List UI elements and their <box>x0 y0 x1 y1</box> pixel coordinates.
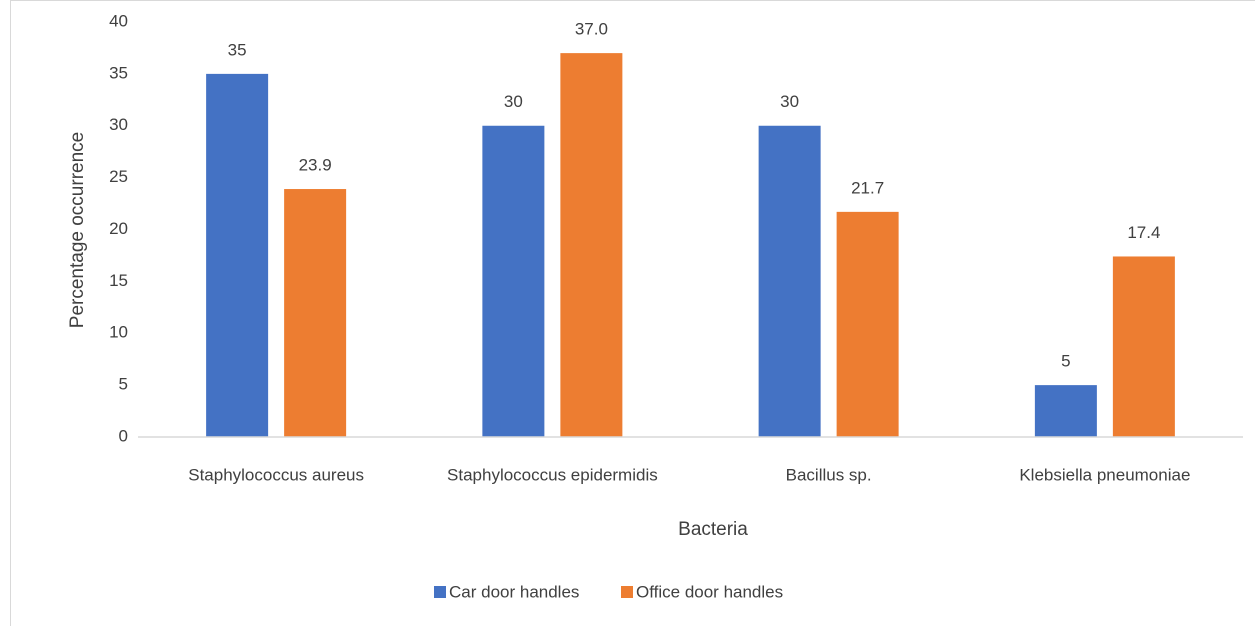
data-label: 37.0 <box>575 20 608 39</box>
data-label: 30 <box>504 92 523 111</box>
data-label: 30 <box>780 92 799 111</box>
bar <box>836 211 899 437</box>
legend-label: Car door handles <box>449 582 579 601</box>
data-label: 35 <box>228 40 247 59</box>
y-tick-label: 35 <box>109 63 128 82</box>
y-tick-label: 0 <box>119 426 128 445</box>
bar <box>1112 256 1175 437</box>
x-tick-label: Bacillus sp. <box>786 465 872 484</box>
y-tick-label: 15 <box>109 271 128 290</box>
y-tick-label: 25 <box>109 167 128 186</box>
chart-border <box>10 0 1255 626</box>
x-tick-label: Staphylococcus aureus <box>188 465 364 484</box>
bar <box>560 53 623 437</box>
y-tick-label: 20 <box>109 219 128 238</box>
y-tick-label: 40 <box>109 11 128 30</box>
y-tick-label: 30 <box>109 115 128 134</box>
bar <box>1034 385 1097 437</box>
bar <box>206 73 269 437</box>
x-axis-title: Bacteria <box>678 519 748 540</box>
bar <box>284 189 347 437</box>
bar <box>482 125 545 437</box>
data-label: 23.9 <box>299 156 332 175</box>
legend-label: Office door handles <box>636 582 783 601</box>
y-axis-title: Percentage occurrence <box>67 132 88 328</box>
data-label: 21.7 <box>851 178 884 197</box>
x-tick-label: Klebsiella pneumoniae <box>1019 465 1190 484</box>
y-tick-label: 10 <box>109 323 128 342</box>
data-label: 5 <box>1061 352 1070 371</box>
y-tick-label: 5 <box>119 375 128 394</box>
x-tick-label: Staphylococcus epidermidis <box>447 465 658 484</box>
legend-swatch <box>434 586 446 598</box>
data-label: 17.4 <box>1127 223 1160 242</box>
legend-swatch <box>621 586 633 598</box>
bar <box>758 125 821 437</box>
